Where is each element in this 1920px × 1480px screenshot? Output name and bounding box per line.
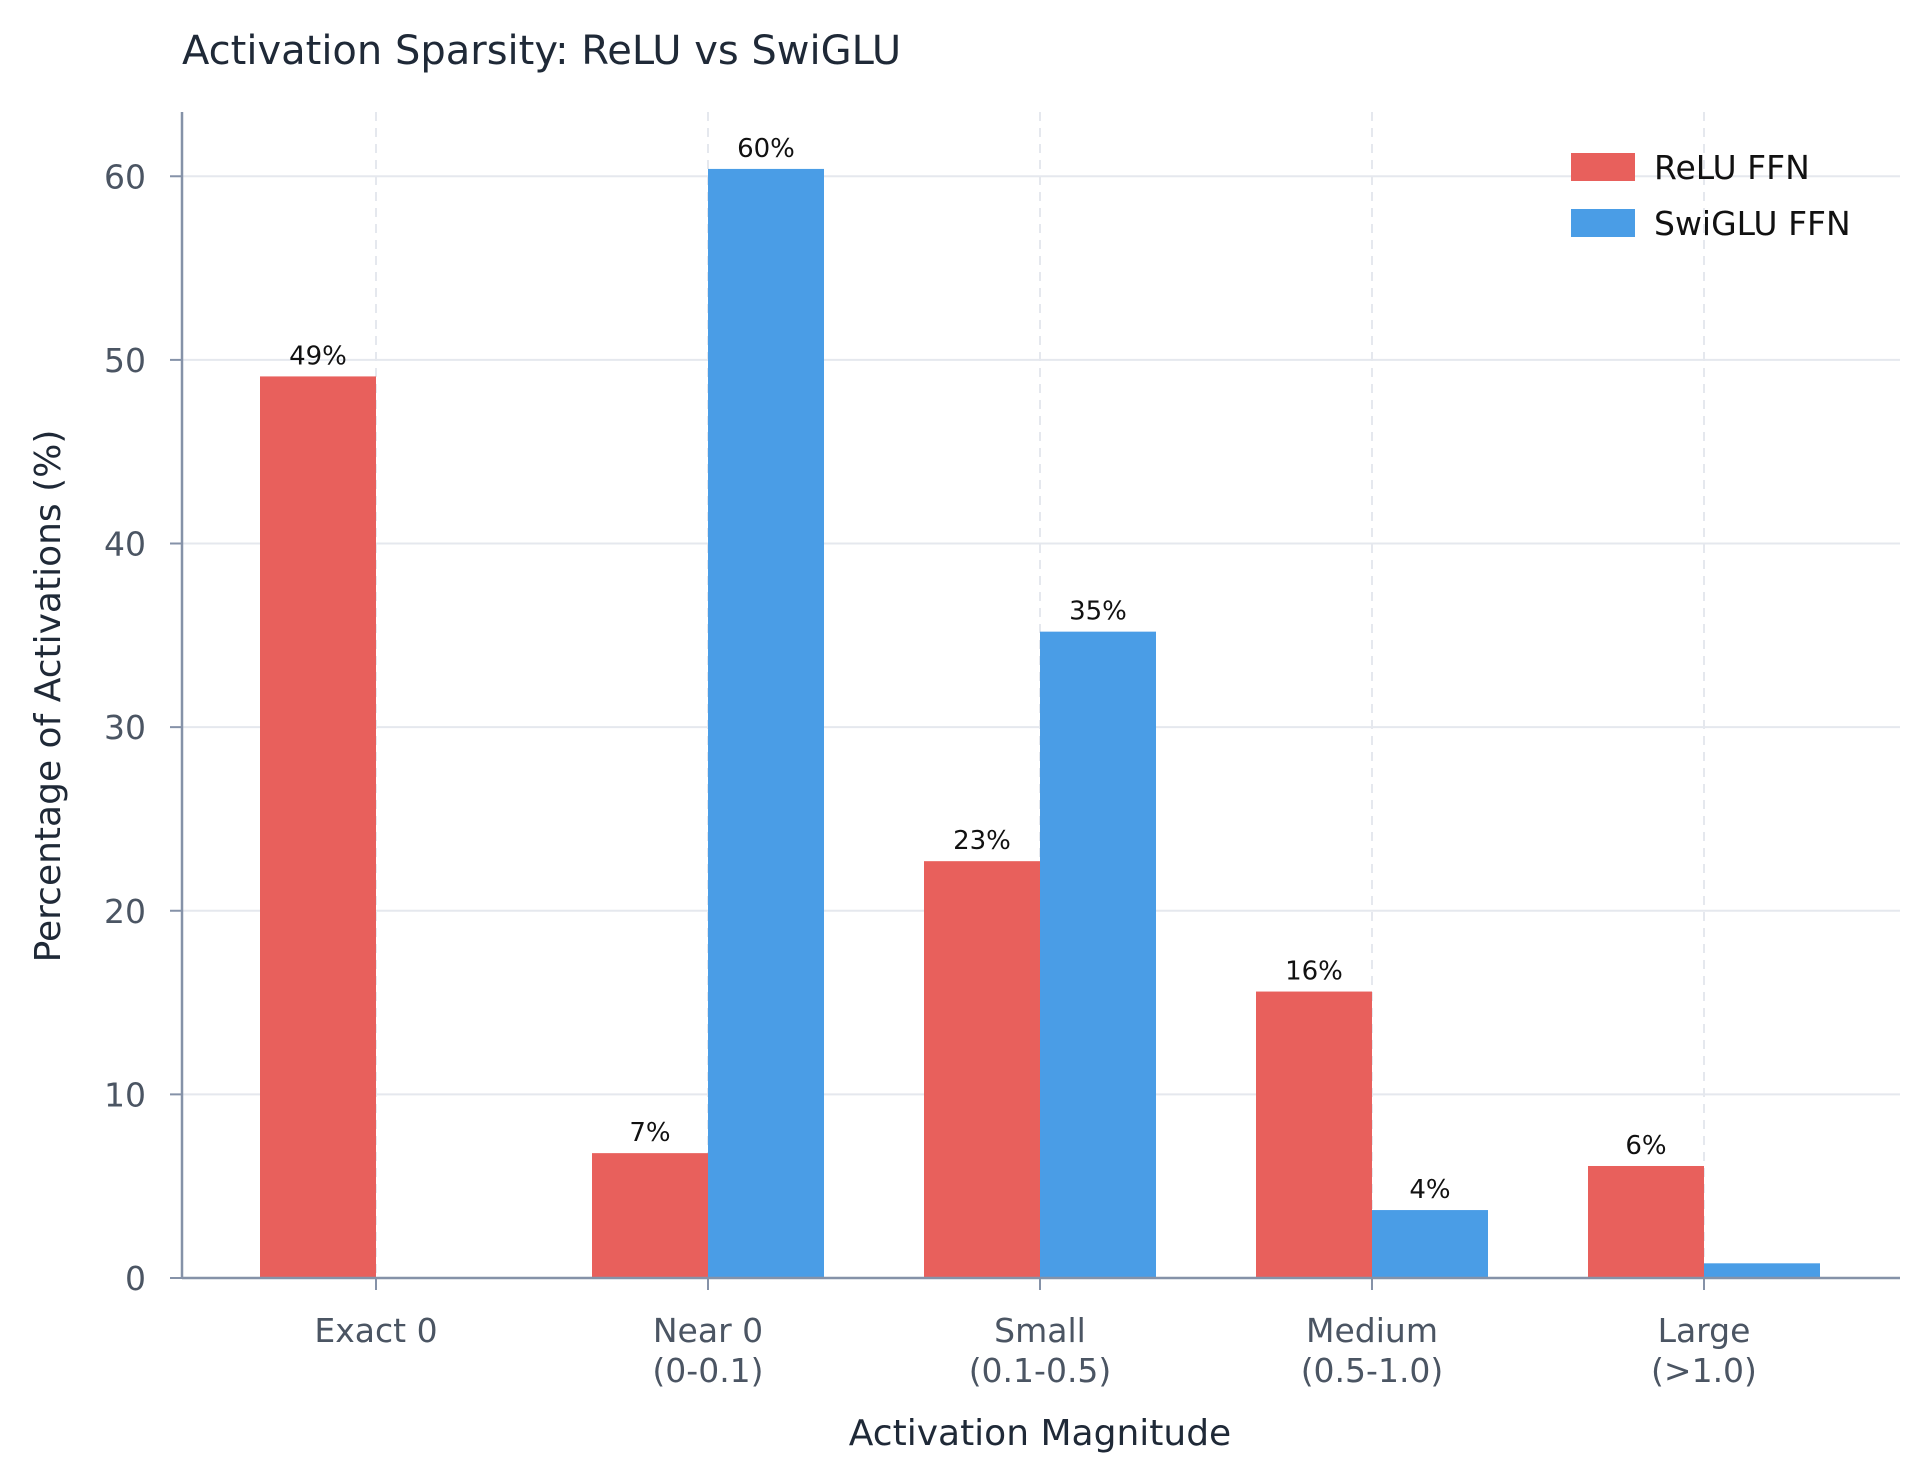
y-tick-label: 40: [104, 525, 146, 564]
data-labels: 49% 7% 23% 16% 6% 60% 35% 4%: [289, 134, 1667, 1205]
legend-swatch-swiglu: [1571, 209, 1635, 237]
y-tick-label: 0: [125, 1259, 146, 1298]
x-tick-label: (>1.0): [1651, 1351, 1757, 1390]
bar-relu: [1588, 1165, 1704, 1278]
data-label-swiglu: 4%: [1409, 1175, 1450, 1205]
data-label-relu: 6%: [1625, 1131, 1666, 1161]
data-label-swiglu: 60%: [737, 134, 795, 164]
y-axis-label: Percentage of Activations (%): [28, 430, 69, 963]
x-axis-label: Activation Magnitude: [849, 1413, 1231, 1454]
data-label-relu: 16%: [1285, 957, 1343, 987]
data-label-relu: 23%: [953, 826, 1011, 856]
x-tick-label: Large: [1658, 1311, 1751, 1350]
y-tick-label: 50: [104, 341, 146, 380]
bar-swiglu: [1372, 1210, 1488, 1278]
data-label-relu: 7%: [629, 1118, 670, 1148]
y-tick-label: 60: [104, 157, 146, 196]
y-tick-label: 10: [104, 1075, 146, 1114]
x-tick-label: (0.1-0.5): [969, 1351, 1112, 1390]
bar-swiglu: [1704, 1263, 1820, 1278]
x-tick-label: (0-0.1): [652, 1351, 763, 1390]
x-tick-label: Medium: [1306, 1311, 1438, 1350]
data-label-swiglu: 35%: [1069, 597, 1127, 627]
bars: [260, 168, 1820, 1278]
bar-relu: [1256, 991, 1372, 1278]
legend-swatch-relu: [1571, 153, 1635, 181]
bar-swiglu: [1040, 631, 1156, 1278]
bar-swiglu: [708, 168, 824, 1278]
data-label-relu: 49%: [289, 341, 347, 371]
bar-relu: [592, 1153, 708, 1278]
y-tick-label: 30: [104, 708, 146, 747]
x-tick-label: Near 0: [653, 1311, 763, 1350]
x-tick-label: Small: [994, 1311, 1086, 1350]
chart-title: Activation Sparsity: ReLU vs SwiGLU: [182, 28, 901, 74]
x-tick-label: Exact 0: [314, 1311, 437, 1350]
x-tick-label: (0.5-1.0): [1301, 1351, 1444, 1390]
legend: ReLU FFN SwiGLU FFN: [1571, 148, 1851, 243]
legend-label-swiglu: SwiGLU FFN: [1654, 204, 1851, 243]
y-tick-label: 20: [104, 892, 146, 931]
bar-relu: [260, 376, 376, 1278]
bar-relu: [924, 861, 1040, 1278]
legend-label-relu: ReLU FFN: [1654, 148, 1810, 187]
